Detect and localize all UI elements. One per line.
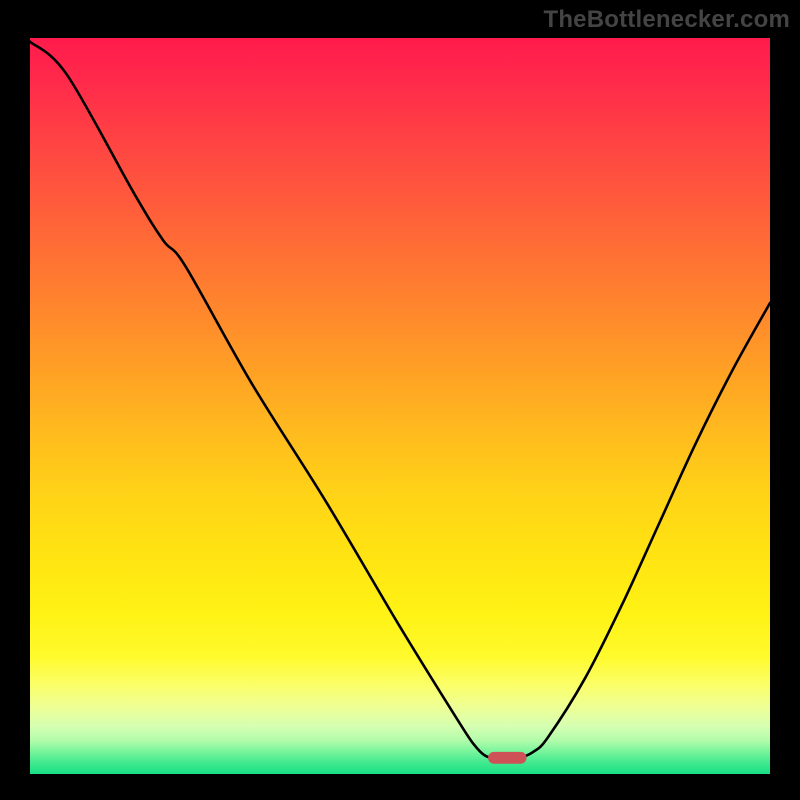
- gradient-background: [30, 38, 770, 774]
- optimal-marker: [488, 752, 526, 764]
- watermark-text: TheBottlenecker.com: [543, 6, 790, 34]
- plot-svg: [30, 38, 770, 774]
- chart-container: TheBottlenecker.com: [0, 0, 800, 800]
- plot-area: [30, 38, 770, 774]
